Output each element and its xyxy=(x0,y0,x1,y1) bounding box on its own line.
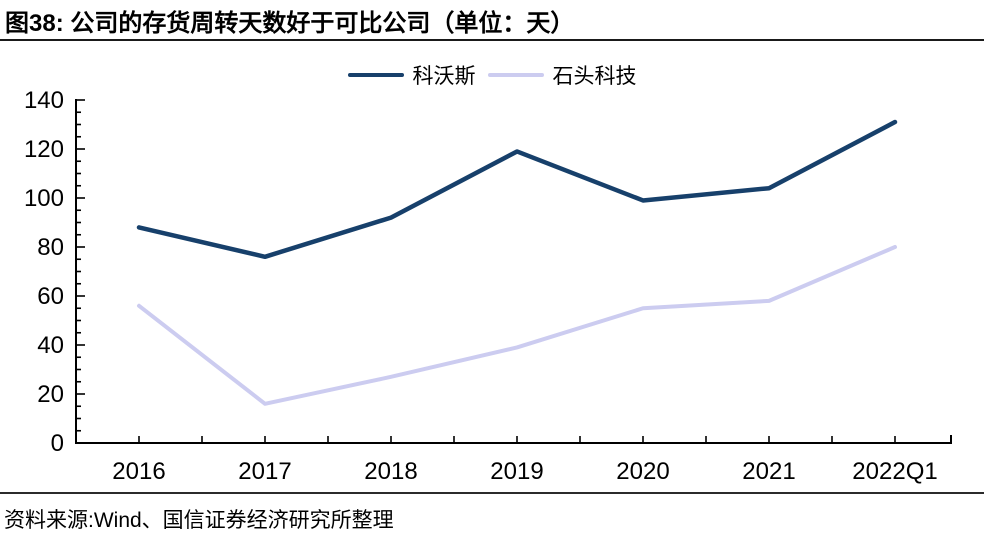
x-tick-label: 2017 xyxy=(238,458,291,485)
y-tick-label: 80 xyxy=(37,234,64,261)
legend-line-swatch xyxy=(347,73,404,77)
y-tick-label: 140 xyxy=(24,87,64,114)
legend-item: 科沃斯 xyxy=(347,60,476,90)
x-tick-label: 2021 xyxy=(742,458,795,485)
footer-divider xyxy=(0,492,984,494)
x-tick-label: 2016 xyxy=(112,458,165,485)
legend: 科沃斯 石头科技 xyxy=(0,60,984,90)
y-tick-label: 0 xyxy=(51,430,64,457)
y-tick-label: 120 xyxy=(24,136,64,163)
x-tick-label: 2022Q1 xyxy=(852,458,937,485)
x-tick-label: 2019 xyxy=(490,458,543,485)
series-line-0 xyxy=(136,119,898,260)
y-tick-label: 20 xyxy=(37,381,64,408)
x-tick-label: 2020 xyxy=(616,458,669,485)
y-tick-label: 40 xyxy=(37,332,64,359)
source-note: 资料来源:Wind、国信证券经济研究所整理 xyxy=(4,509,394,532)
legend-label: 科沃斯 xyxy=(412,65,476,88)
series-line-1 xyxy=(137,245,897,406)
legend-line-swatch xyxy=(487,73,544,77)
y-tick-label: 100 xyxy=(24,185,64,212)
x-tick-label: 2018 xyxy=(364,458,417,485)
line-chart: 0 20 40 60 80 100 120 140 2016 2017 2018 2019 2020 20… xyxy=(24,87,952,485)
title-divider xyxy=(0,39,984,41)
legend-label: 石头科技 xyxy=(552,65,637,88)
figure-title: 图38: 公司的存货周转天数好于可比公司（单位：天） xyxy=(5,10,575,37)
legend-item: 石头科技 xyxy=(487,60,637,90)
y-tick-label: 60 xyxy=(37,283,64,310)
